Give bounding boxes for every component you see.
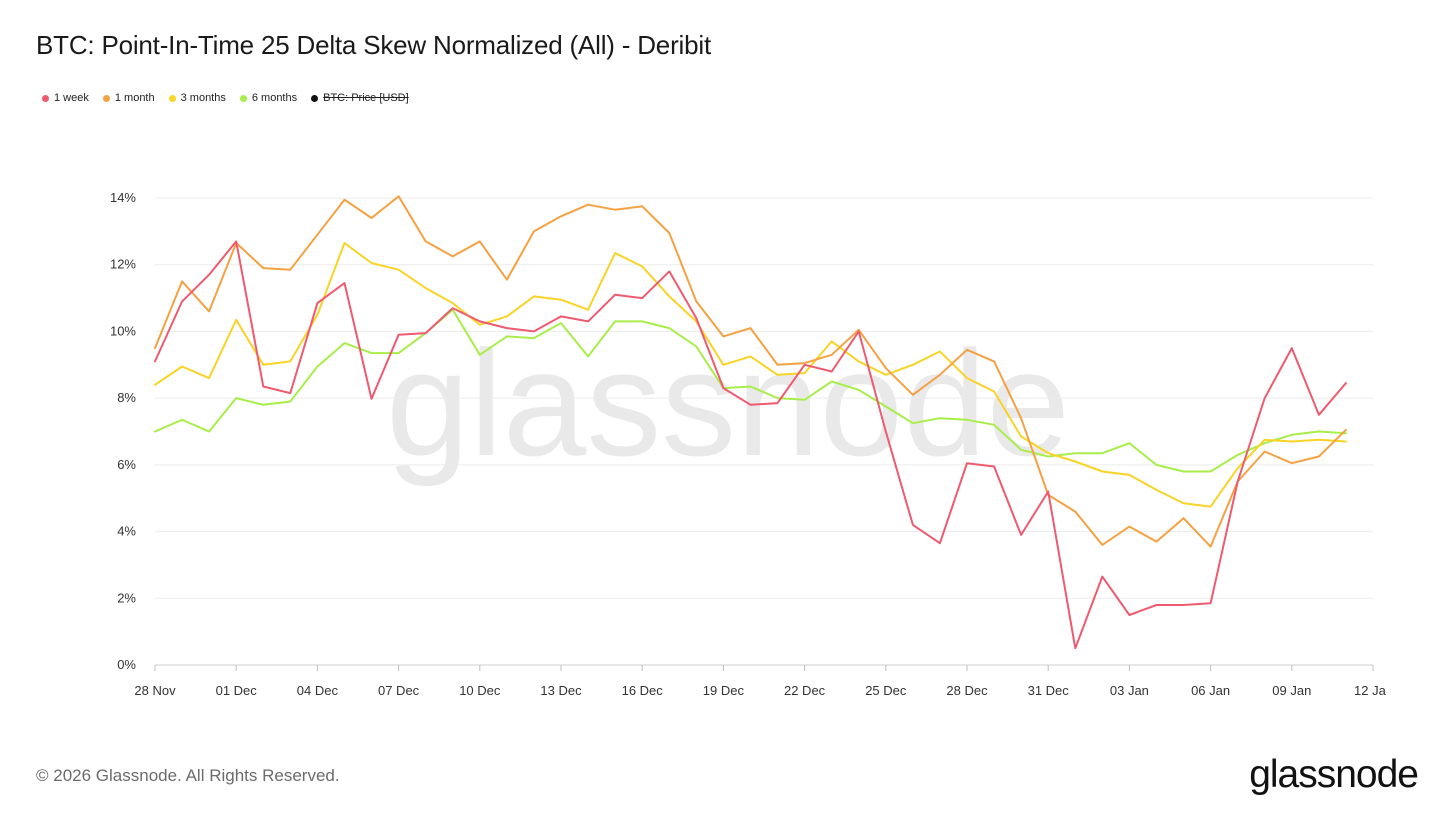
x-tick-label: 13 Dec <box>540 683 582 698</box>
series-line-1-month <box>154 195 1347 548</box>
x-tick-label: 10 Dec <box>459 683 501 698</box>
glassnode-logo: glassnode <box>1249 753 1419 796</box>
chart-legend: 1 week 1 month 3 months 6 months BTC: Pr… <box>42 92 409 104</box>
series-line-3-months <box>154 242 1347 508</box>
legend-label-6-months: 6 months <box>251 92 298 104</box>
x-tick-label: 03 Jan <box>1110 683 1149 698</box>
y-tick-label: 4% <box>117 524 136 539</box>
legend-dot-1-week <box>42 94 49 102</box>
legend-label-1-month: 1 month <box>114 92 155 104</box>
x-tick-label: 06 Jan <box>1191 683 1230 698</box>
page-title: BTC: Point-In-Time 25 Delta Skew Normali… <box>36 30 711 60</box>
y-tick-label: 10% <box>110 323 136 338</box>
legend-dot-3-months <box>168 94 176 102</box>
legend-dot-6-months <box>239 94 247 102</box>
legend-label-3-months: 3 months <box>180 92 226 104</box>
x-tick-label: 25 Dec <box>865 683 907 698</box>
series-line-6-months <box>154 308 1347 473</box>
grid-lines <box>155 197 1373 599</box>
legend-item-btc-price[interactable]: BTC: Price [USD] <box>311 92 409 104</box>
legend-dot-1-month <box>102 94 110 102</box>
x-tick-label: 12 Ja <box>1354 683 1387 698</box>
legend-label-btc-price: BTC: Price [USD] <box>323 92 409 104</box>
y-tick-label: 0% <box>117 657 136 672</box>
x-tick-label: 16 Dec <box>622 683 664 698</box>
series-lines <box>154 195 1347 650</box>
x-tick-label: 01 Dec <box>216 683 258 698</box>
legend-item-1-month[interactable]: 1 month <box>102 92 155 104</box>
y-tick-label: 2% <box>117 590 136 605</box>
x-tick-label: 28 Nov <box>134 683 176 698</box>
watermark-text: glassnode <box>386 319 1070 487</box>
x-tick-label: 31 Dec <box>1028 683 1070 698</box>
legend-item-1-week[interactable]: 1 week <box>42 92 89 104</box>
x-tick-label: 09 Jan <box>1272 683 1311 698</box>
x-tick-label: 19 Dec <box>703 683 745 698</box>
legend-item-3-months[interactable]: 3 months <box>168 92 226 104</box>
y-tick-label: 14% <box>110 190 136 205</box>
x-tick-label: 22 Dec <box>784 683 826 698</box>
x-axis: 28 Nov 01 Dec 04 Dec 07 Dec 10 Dec 13 Dec 16 D… <box>134 664 1387 698</box>
y-tick-label: 12% <box>110 257 136 272</box>
legend-item-6-months[interactable]: 6 months <box>239 92 298 104</box>
copyright-text: © 2026 Glassnode. All Rights Reserved. <box>36 766 340 785</box>
y-tick-label: 6% <box>117 457 136 472</box>
x-tick-label: 04 Dec <box>297 683 339 698</box>
legend-label-1-week: 1 week <box>54 92 89 104</box>
y-axis: 0% 2% 4% 6% 8% 10% 12% 14% <box>110 190 136 672</box>
legend-dot-btc-price <box>311 94 319 102</box>
series-line-1-week <box>154 240 1347 650</box>
x-tick-label: 07 Dec <box>378 683 420 698</box>
y-tick-label: 8% <box>117 390 136 405</box>
x-tick-label: 28 Dec <box>946 683 988 698</box>
